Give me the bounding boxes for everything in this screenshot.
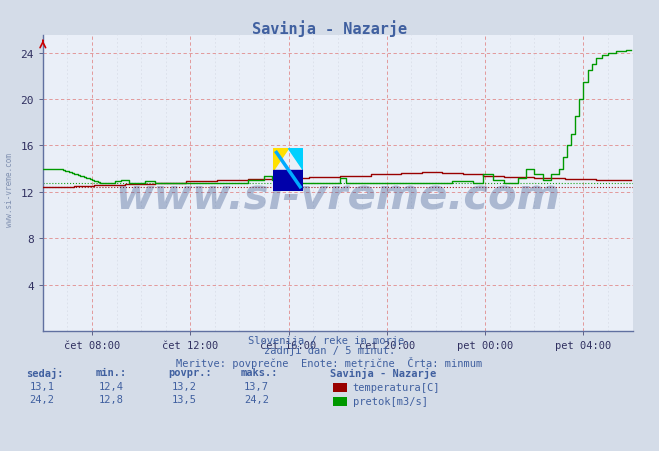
Text: pretok[m3/s]: pretok[m3/s] <box>353 396 428 406</box>
Text: Meritve: povprečne  Enote: metrične  Črta: minmum: Meritve: povprečne Enote: metrične Črta:… <box>177 356 482 368</box>
Text: min.:: min.: <box>96 368 127 377</box>
Text: Savinja - Nazarje: Savinja - Nazarje <box>252 20 407 37</box>
Text: 13,5: 13,5 <box>171 395 196 405</box>
Polygon shape <box>273 149 289 170</box>
Text: www.si-vreme.com: www.si-vreme.com <box>5 152 14 226</box>
Text: zadnji dan / 5 minut.: zadnji dan / 5 minut. <box>264 345 395 355</box>
Text: sedaj:: sedaj: <box>26 368 64 378</box>
Text: 24,2: 24,2 <box>30 395 55 405</box>
Text: 12,4: 12,4 <box>99 381 124 391</box>
Text: 13,1: 13,1 <box>30 381 55 391</box>
Text: www.si-vreme.com: www.si-vreme.com <box>115 175 560 216</box>
Text: temperatura[C]: temperatura[C] <box>353 382 440 392</box>
Text: 24,2: 24,2 <box>244 395 269 405</box>
Text: Savinja - Nazarje: Savinja - Nazarje <box>330 368 436 378</box>
Text: povpr.:: povpr.: <box>168 368 212 377</box>
Text: 13,2: 13,2 <box>171 381 196 391</box>
Text: maks.:: maks.: <box>241 368 278 377</box>
Text: 13,7: 13,7 <box>244 381 269 391</box>
Polygon shape <box>289 149 303 170</box>
Text: 12,8: 12,8 <box>99 395 124 405</box>
Polygon shape <box>273 170 303 192</box>
Text: Slovenija / reke in morje.: Slovenija / reke in morje. <box>248 335 411 345</box>
